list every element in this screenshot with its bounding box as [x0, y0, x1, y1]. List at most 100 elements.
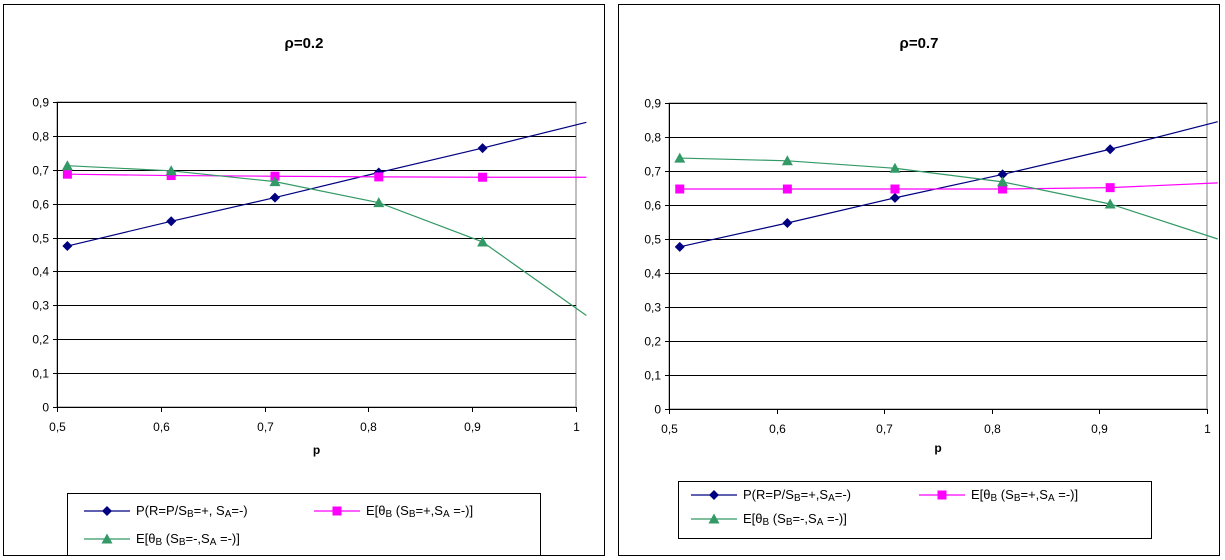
- plot-area: [56, 101, 577, 408]
- legend-text-part: (S: [162, 531, 179, 546]
- data-point: [674, 241, 685, 252]
- legend-subscript: B: [793, 493, 801, 504]
- legend-text-part: =-)]: [1054, 487, 1079, 502]
- x-axis-label: p: [934, 441, 941, 455]
- x-tick-label: 0,5: [661, 422, 678, 436]
- data-point: [889, 162, 901, 173]
- legend-marker: [937, 490, 947, 500]
- legend-label: E[θB (SB=+,SA =-)]: [971, 486, 1078, 508]
- data-point: [166, 216, 177, 227]
- data-point: [1105, 183, 1115, 193]
- legend-text-part: E[θ: [743, 511, 763, 526]
- legend-subscript: A: [1047, 493, 1055, 504]
- legend-swatch: [919, 490, 965, 500]
- chart-legend-left: P(R=P/SB=+, SA=-) E[θB (SB=+,SA =-)] E[θB …: [67, 493, 541, 555]
- x-tick-label: 0,6: [769, 422, 786, 436]
- series-triangle: [61, 160, 587, 316]
- data-point: [782, 184, 792, 194]
- legend-subscript: B: [178, 537, 186, 548]
- y-tick-label: 0,7: [32, 164, 49, 178]
- legend-subscript: B: [385, 509, 393, 520]
- legend-label: E[θB (SB=-,SA =-)]: [743, 510, 847, 532]
- legend-subscript: A: [828, 493, 835, 504]
- x-tick-label: 0,9: [464, 420, 481, 434]
- data-point: [166, 171, 176, 181]
- legend-label: E[θB (SB=+,SA =-)]: [366, 502, 473, 524]
- y-tick-label: 0,2: [644, 335, 661, 349]
- y-tick-label: 0,4: [32, 265, 49, 279]
- data-point: [781, 155, 793, 166]
- y-tick-label: 0,8: [32, 130, 49, 144]
- y-tick-label: 0,8: [644, 131, 661, 145]
- data-point: [269, 192, 280, 203]
- legend-text-part: E[θ: [366, 503, 386, 518]
- data-point: [165, 165, 177, 176]
- legend-marker: [102, 506, 112, 516]
- x-tick-label: 0,6: [153, 420, 170, 434]
- legend-text-part: =+,S: [1020, 487, 1048, 502]
- data-point: [889, 192, 900, 203]
- y-tick-label: 0,2: [32, 333, 49, 347]
- legend-subscript: B: [186, 509, 194, 520]
- legend-subscript: A: [816, 517, 824, 528]
- legend-text-part: P(R=P/S: [136, 503, 187, 518]
- legend-text-part: =-)]: [823, 511, 847, 526]
- legend-swatch: [691, 490, 737, 500]
- x-tick-label: 0,9: [1091, 422, 1108, 436]
- legend-marker: [708, 513, 720, 524]
- y-tick-label: 0,3: [32, 299, 49, 313]
- series-line: [67, 165, 587, 316]
- y-tick-label: 0: [654, 403, 661, 417]
- legend-subscript: B: [1013, 493, 1021, 504]
- data-point: [61, 160, 73, 171]
- series-triangle: [674, 152, 1218, 240]
- legend-subscript: A: [442, 509, 450, 520]
- legend-label: E[θB (SB=-,SA =-)]: [136, 530, 240, 552]
- legend-subscript: A: [209, 537, 217, 548]
- series-square: [675, 182, 1218, 194]
- data-point: [269, 176, 281, 187]
- x-tick-label: 0,8: [360, 420, 377, 434]
- legend-text-part: =-,S: [792, 511, 817, 526]
- data-point: [1105, 144, 1116, 155]
- legend-text-part: E[θ: [971, 487, 991, 502]
- data-point: [674, 152, 686, 163]
- data-point: [1104, 198, 1116, 209]
- chart-title: ρ=0.7: [899, 35, 939, 52]
- legend-label: P(R=P/SB=+, SA=-): [136, 502, 248, 524]
- legend-subscript: B: [990, 493, 998, 504]
- legend-text-part: (S: [392, 503, 409, 518]
- legend-swatch: [84, 533, 130, 544]
- legend-subscript: B: [408, 509, 416, 520]
- legend-swatch: [691, 513, 737, 524]
- legend-text-part: =+,S: [415, 503, 443, 518]
- chart-title: ρ=0.2: [284, 35, 324, 52]
- x-tick-label: 1: [1204, 422, 1211, 436]
- legend-text-part: =-)]: [449, 503, 474, 518]
- chart-panel-right: ρ=0.7 0 0,1 0,2 0,3 0,4 0,5 0,6 0,7 0,8 0,9 0,5 0,6…: [618, 4, 1220, 556]
- legend-subscript: B: [785, 517, 793, 528]
- series-diamond: [674, 121, 1218, 252]
- legend-text-part: =-)]: [216, 531, 240, 546]
- legend-label: P(R=P/SB=+,SA=-): [743, 486, 851, 508]
- legend-subscript: B: [155, 537, 163, 548]
- series-line: [679, 121, 1218, 248]
- series-line: [679, 157, 1218, 240]
- chart-plot-left: 0 0,1 0,2 0,3 0,4 0,5 0,6 0,7 0,8 0,9 0,5 0,6 0,7 0,8…: [32, 96, 587, 457]
- data-point: [997, 169, 1008, 180]
- y-tick-label: 0,4: [644, 267, 661, 281]
- x-tick-label: 0,8: [984, 422, 1001, 436]
- series-line: [67, 173, 587, 178]
- legend-swatch: [314, 506, 360, 516]
- legend-swatch: [84, 506, 130, 516]
- chart-plot-right: 0 0,1 0,2 0,3 0,4 0,5 0,6 0,7 0,8 0,9 0,5 0,6 0,7 0,8…: [644, 97, 1218, 455]
- chart-legend-right: P(R=P/SB=+,SA=-) E[θB (SB=+,SA =-)] E[θB (…: [678, 481, 1152, 539]
- legend-marker: [332, 506, 342, 516]
- data-point: [373, 197, 385, 208]
- y-tick-label: 0,5: [644, 233, 661, 247]
- y-tick-label: 0,6: [32, 198, 49, 212]
- data-point: [374, 172, 384, 182]
- y-tick-label: 0,5: [32, 232, 49, 246]
- data-point: [477, 143, 488, 154]
- data-point: [997, 176, 1009, 187]
